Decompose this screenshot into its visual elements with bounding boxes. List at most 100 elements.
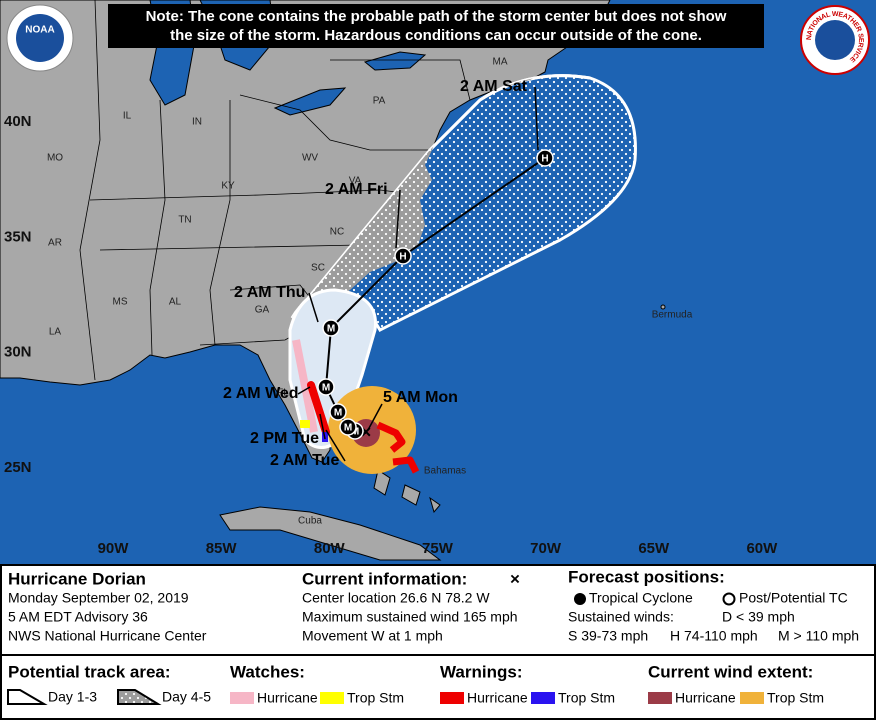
forecast-intensity: H xyxy=(541,154,548,165)
forecast-time-label: 2 AM Fri xyxy=(325,181,388,198)
note: Note: The cone contains the probable pat… xyxy=(146,8,727,25)
place-label: Bermuda xyxy=(652,310,693,321)
noaa-logo-inner xyxy=(16,14,64,62)
place-label: VA xyxy=(349,176,362,187)
forecast-point xyxy=(394,247,412,265)
track-line xyxy=(325,157,546,388)
legend-day45 xyxy=(117,689,162,705)
panel-text: Maximum sustained wind 165 mph xyxy=(302,609,518,625)
place-label: MS xyxy=(113,297,128,308)
place-label: TN xyxy=(178,215,191,226)
latitude-label: 30N xyxy=(4,344,32,361)
forecast-intensity: M xyxy=(344,423,352,434)
legend-swatch xyxy=(440,692,464,704)
hurricane-warning xyxy=(376,421,406,453)
forecast-point xyxy=(329,403,347,421)
panel-text: Trop Stm xyxy=(558,690,615,706)
place-label: AR xyxy=(48,238,62,249)
leader-line xyxy=(319,413,326,440)
panel-text: Hurricane xyxy=(675,690,736,706)
leader-line xyxy=(395,189,401,249)
place-label: NC xyxy=(330,227,344,238)
panel-text: Forecast positions: xyxy=(568,567,725,586)
trop-storm-watch xyxy=(300,420,310,428)
panel-text: D < 39 mph xyxy=(722,609,795,625)
panel-text: Post/Potential TC xyxy=(739,590,848,606)
hurricane-warning xyxy=(392,456,420,474)
panel-text: Current wind extent: xyxy=(648,662,813,681)
latitude-label: 25N xyxy=(4,459,32,476)
legend-tropical xyxy=(574,593,586,605)
map-annotations: 40N 35N 30N 25N 90W 85W 80W 75W 70W 65W 60W MA PA IL I… xyxy=(4,57,778,557)
panel-text: Trop Stm xyxy=(347,690,404,706)
panel-text: Hurricane xyxy=(257,690,318,706)
panel-text: Current information: xyxy=(302,569,467,588)
islands xyxy=(219,304,666,561)
longitude-label: 85W xyxy=(206,540,238,557)
panel-text: Trop Stm xyxy=(767,690,824,706)
leader-line xyxy=(325,429,346,462)
place-label: WV xyxy=(302,153,318,164)
forecast-point xyxy=(322,319,340,337)
place-label: Bahamas xyxy=(424,466,466,477)
panel-text: Movement W at 1 mph xyxy=(302,628,443,644)
panel-text: Watches: xyxy=(230,662,305,681)
panel-text: Monday September 02, 2019 xyxy=(8,590,189,606)
longitude-label: 60W xyxy=(746,540,778,557)
forecast-intensity: M xyxy=(322,383,330,394)
longitude-label: 90W xyxy=(98,540,130,557)
leader-line xyxy=(308,292,319,323)
panel-text: M > 110 mph xyxy=(778,628,859,644)
place-label: LA xyxy=(49,327,62,338)
forecast-point xyxy=(339,418,357,436)
panel-text: Hurricane xyxy=(467,690,528,706)
info-panel xyxy=(0,564,876,720)
note-box xyxy=(108,4,764,48)
place-label: GA xyxy=(255,305,270,316)
leader-line xyxy=(367,403,383,431)
panel-text: Potential track area: xyxy=(8,662,171,681)
panel-text: 5 AM EDT Advisory 36 xyxy=(8,609,148,625)
panel-text: NWS National Hurricane Center xyxy=(8,628,207,644)
leader-line xyxy=(534,86,539,151)
forecast-time-label: 2 AM Thu xyxy=(234,284,305,301)
hurricane-warning xyxy=(307,381,330,436)
place-label: IL xyxy=(123,111,132,122)
panel-text: × xyxy=(510,569,520,588)
forecast-time-label: 2 AM Wed xyxy=(223,385,299,402)
leader-line xyxy=(297,386,311,395)
legend-swatch xyxy=(740,692,764,704)
note: the size of the storm. Hazardous conditi… xyxy=(170,27,702,44)
noaa-text: NOAA xyxy=(25,25,54,36)
panel-text: Warnings: xyxy=(440,662,522,681)
forecast-point xyxy=(317,378,335,396)
panel-text: S 39-73 mph xyxy=(568,628,648,644)
nws-logo-inner xyxy=(815,20,855,60)
longitude-label: 70W xyxy=(530,540,562,557)
legend-swatch xyxy=(531,692,555,704)
state-borders xyxy=(79,0,471,381)
place-label: PA xyxy=(373,96,386,107)
current-position: × xyxy=(361,422,372,442)
forecast-point xyxy=(536,149,554,167)
place-label: FL xyxy=(277,388,289,399)
longitude-label: 65W xyxy=(638,540,670,557)
panel-text: H 74-110 mph xyxy=(670,628,758,644)
forecast-intensity: H xyxy=(399,252,406,263)
forecast-intensity: M xyxy=(327,324,335,335)
panel-text: Sustained winds: xyxy=(568,609,674,625)
panel-text: Day 1-3 xyxy=(48,689,97,705)
legend-swatch xyxy=(648,692,672,704)
place-label: MO xyxy=(47,153,63,164)
legend-post xyxy=(722,592,736,606)
legend-day13 xyxy=(7,689,48,705)
forecast-intensity: M xyxy=(334,408,342,419)
current-time-label: 5 AM Mon xyxy=(383,389,458,406)
panel-text: Day 4-5 xyxy=(162,689,211,705)
place-label: Cuba xyxy=(298,516,322,527)
panel-text: Center location 26.6 N 78.2 W xyxy=(302,590,490,606)
place-label: AL xyxy=(169,297,182,308)
panel: Hurricane Dorian Monday September 02, 201… xyxy=(7,567,859,706)
latitude-label: 35N xyxy=(4,228,32,245)
